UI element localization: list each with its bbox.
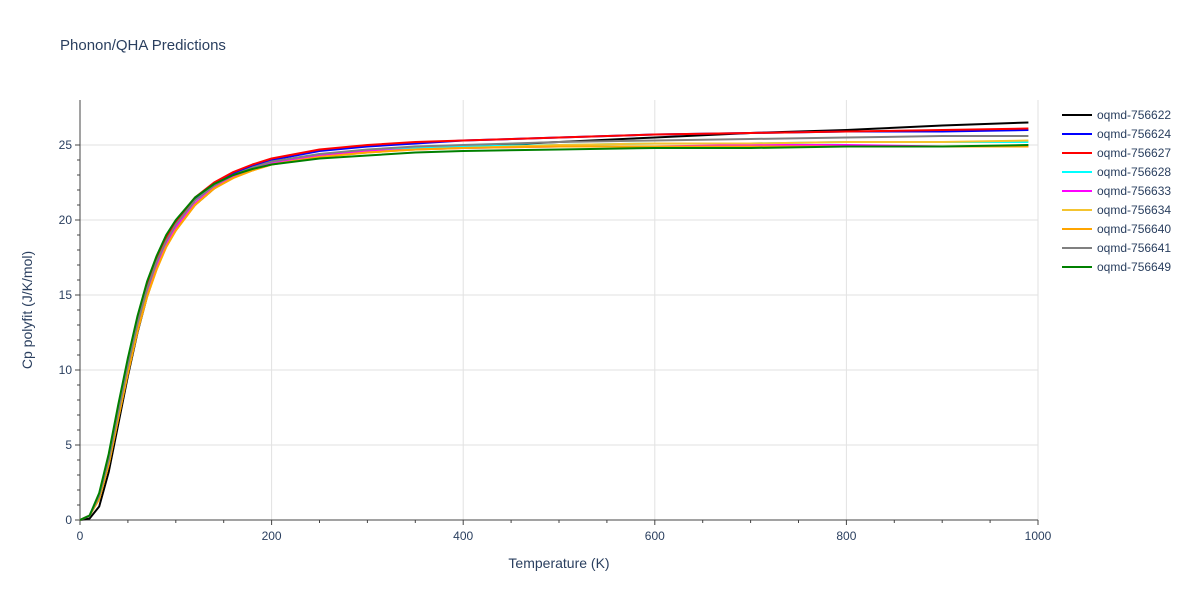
- x-tick-label: 200: [262, 529, 282, 543]
- x-tick-label: 0: [77, 529, 84, 543]
- legend-label: oqmd-756622: [1097, 108, 1171, 122]
- x-tick-label: 1000: [1025, 529, 1052, 543]
- legend-label: oqmd-756627: [1097, 146, 1171, 160]
- legend-item-oqmd-756628[interactable]: oqmd-756628: [1062, 165, 1171, 179]
- y-axis-title: Cp polyfit (J/K/mol): [19, 251, 35, 369]
- y-tick-label: 10: [59, 363, 73, 377]
- legend-item-oqmd-756640[interactable]: oqmd-756640: [1062, 222, 1171, 236]
- legend-item-oqmd-756634[interactable]: oqmd-756634: [1062, 203, 1171, 217]
- y-tick-label: 20: [59, 213, 73, 227]
- series-line-oqmd-756640: [79, 145, 1029, 521]
- legend-label: oqmd-756634: [1097, 203, 1171, 217]
- series-line-oqmd-756649: [79, 144, 1029, 521]
- legend-item-oqmd-756624[interactable]: oqmd-756624: [1062, 127, 1171, 141]
- y-tick-label: 15: [59, 288, 73, 302]
- x-tick-label: 600: [645, 529, 665, 543]
- y-tick-label: 5: [65, 438, 72, 452]
- legend[interactable]: oqmd-756622 oqmd-756624 oqmd-756627 oqmd-75…: [1062, 108, 1171, 274]
- series-lines: [79, 121, 1029, 521]
- chart-title: Phonon/QHA Predictions: [60, 37, 226, 54]
- legend-label: oqmd-756641: [1097, 241, 1171, 255]
- y-tick-label: 25: [59, 138, 73, 152]
- legend-label: oqmd-756649: [1097, 260, 1171, 274]
- legend-label: oqmd-756633: [1097, 184, 1171, 198]
- legend-item-oqmd-756633[interactable]: oqmd-756633: [1062, 184, 1171, 198]
- legend-item-oqmd-756649[interactable]: oqmd-756649: [1062, 260, 1171, 274]
- legend-item-oqmd-756627[interactable]: oqmd-756627: [1062, 146, 1171, 160]
- legend-item-oqmd-756622[interactable]: oqmd-756622: [1062, 108, 1171, 122]
- x-axis-title: Temperature (K): [508, 555, 609, 571]
- legend-label: oqmd-756640: [1097, 222, 1171, 236]
- x-tick-label: 400: [453, 529, 473, 543]
- legend-label: oqmd-756628: [1097, 165, 1171, 179]
- tick-labels: 0 200 400 600 800 1000 0 5 10 15 20 25: [59, 138, 1052, 543]
- axes: [75, 100, 1039, 525]
- x-tick-label: 800: [836, 529, 856, 543]
- legend-item-oqmd-756641[interactable]: oqmd-756641: [1062, 241, 1171, 255]
- legend-label: oqmd-756624: [1097, 127, 1171, 141]
- y-tick-label: 0: [65, 513, 72, 527]
